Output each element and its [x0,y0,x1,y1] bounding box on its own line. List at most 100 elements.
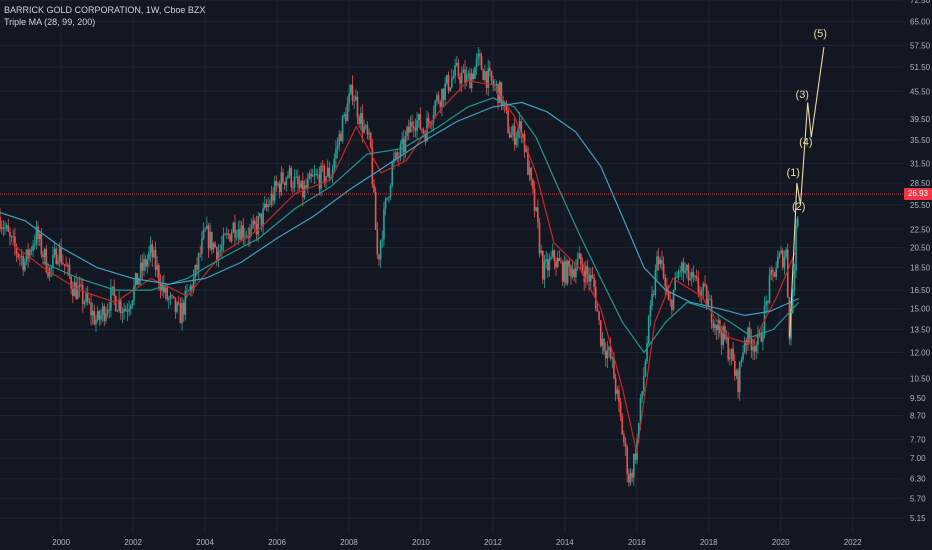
candle-body [204,228,207,231]
candle-body [219,250,221,252]
candle-body [639,398,642,423]
candle-body [225,233,228,235]
candle-body [558,257,561,262]
candle-body [647,316,650,344]
candle-body [472,73,475,79]
candle-body [361,113,364,133]
candle-body [634,453,637,460]
candle-body [681,262,683,272]
candle-body [760,332,763,342]
wave-label[interactable]: (5) [814,28,827,40]
candle-body [214,243,216,248]
wave-label[interactable]: (4) [799,137,812,149]
candle-body [490,71,493,81]
candle-body [101,306,104,315]
wave-label[interactable]: (2) [792,201,805,213]
candle-body [280,172,283,193]
candle-body [224,234,226,236]
candle-body [42,254,44,257]
candle-body [467,73,470,75]
candle-body [748,327,751,339]
candle-body [252,220,254,227]
candle-body [32,245,34,251]
wave-label[interactable]: (3) [796,89,809,101]
candle-body [7,225,10,232]
candle-body [502,101,504,106]
candle-body [596,308,599,312]
candle-body [623,434,625,443]
candle-body [100,314,102,320]
candle-body [184,290,187,315]
candle-body [202,230,205,239]
candle-body [108,309,111,311]
candle-body [399,144,402,158]
candle-body [0,227,3,229]
candle-body [775,267,777,277]
candle-body [692,272,695,277]
candle-body [300,180,302,188]
candle-body [752,346,754,351]
candle-body [489,68,491,72]
candle-body [118,300,120,311]
candle-body [391,162,394,186]
moving-averages [0,80,800,453]
candle-body [338,133,341,146]
candle-body [543,261,546,280]
candle-body [376,229,379,255]
candle-body [767,301,769,303]
price-axis[interactable]: 72.50 65.00 57.50 51.50 45.50 39.50 35.50 31.50… [910,0,931,523]
candle-body [548,258,551,271]
candle-body [323,165,326,183]
candle-body [690,272,693,279]
candle-body [449,87,451,91]
candle-body [302,180,304,198]
candle-body [475,58,478,68]
candle-body [656,256,658,271]
candle-body [765,301,768,306]
candle-body [714,324,716,328]
candle-body [772,269,774,272]
ma-200-line [0,101,799,317]
time-axis[interactable]: 2000 2002 2004 2006 2008 2010 2012 2014 2016 2018… [52,538,862,547]
candle-body [33,243,36,246]
candle-body [340,133,342,142]
wave-label[interactable]: (1) [787,167,800,179]
symbol-title[interactable]: BARRICK GOLD CORPORATION, 1W, Cboe BZX [4,5,206,15]
candle-body [90,302,92,316]
candle-body [37,226,39,239]
indicator-label[interactable]: Triple MA (28, 99, 200) [4,17,96,27]
x-tick-label: 2020 [772,538,790,547]
candle-body [268,204,271,206]
candle-body [133,285,135,301]
candle-body [510,135,513,138]
candle-body [53,248,56,255]
candle-body [81,285,84,304]
candle-body [422,130,425,134]
candle-body [540,250,542,254]
candle-body [667,292,670,300]
candle-body [192,277,195,291]
candle-body [163,282,165,293]
candle-body [528,167,531,175]
y-tick-label: 65.00 [910,17,931,26]
wave-path[interactable] [789,47,825,337]
candle-body [212,243,215,250]
candle-body [556,257,559,268]
candle-body [441,88,443,107]
candle-body [60,247,63,264]
candle-body [355,96,357,101]
wave-projection[interactable]: (1) (2) (3) (4) (5) [787,28,827,337]
y-tick-label: 7.00 [910,454,926,463]
ma-99-line [42,97,800,354]
candle-body [401,138,403,145]
candle-body [179,303,182,324]
candle-body [350,84,352,94]
candle-body [272,193,274,201]
candle-body [538,222,541,254]
candle-body [176,302,178,312]
candle-body [585,266,587,282]
candle-body [419,113,422,130]
candle-body [209,231,211,249]
candle-body [254,220,256,224]
